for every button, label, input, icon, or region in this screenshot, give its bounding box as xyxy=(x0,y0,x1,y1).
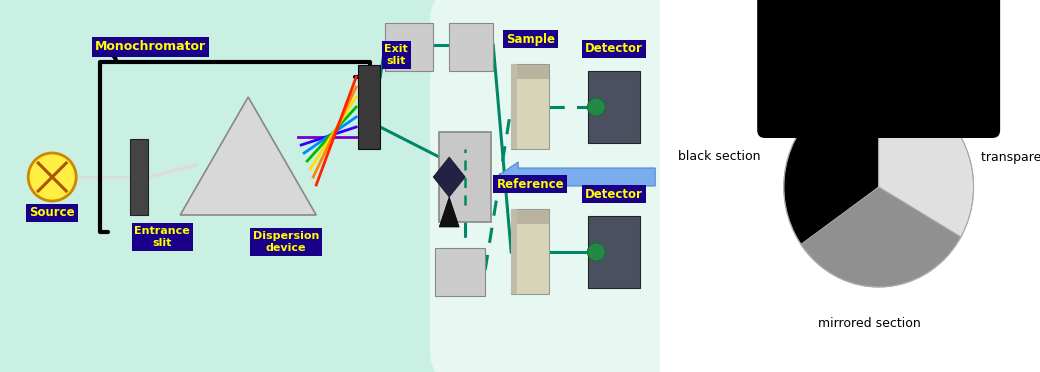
Bar xyxy=(589,71,641,143)
Polygon shape xyxy=(434,157,465,197)
Text: Exit
slit: Exit slit xyxy=(385,44,408,66)
Polygon shape xyxy=(439,197,460,227)
Bar xyxy=(512,64,517,149)
Wedge shape xyxy=(879,87,973,237)
Polygon shape xyxy=(180,97,316,215)
Bar xyxy=(439,132,491,222)
Text: Reference: Reference xyxy=(496,177,564,190)
Bar xyxy=(865,0,892,90)
Polygon shape xyxy=(435,248,486,296)
Wedge shape xyxy=(784,87,879,251)
Circle shape xyxy=(28,153,76,201)
Text: Source: Source xyxy=(29,206,75,219)
Polygon shape xyxy=(449,23,493,71)
Text: Monochromator: Monochromator xyxy=(96,41,206,54)
Bar xyxy=(822,72,936,90)
Text: Detector: Detector xyxy=(586,42,643,55)
Wedge shape xyxy=(801,187,961,287)
Text: Entrance
slit: Entrance slit xyxy=(134,226,190,248)
Circle shape xyxy=(588,98,605,116)
Circle shape xyxy=(588,243,605,261)
Text: transparent section: transparent section xyxy=(981,151,1040,164)
Polygon shape xyxy=(385,23,434,71)
FancyBboxPatch shape xyxy=(757,0,1000,138)
FancyArrow shape xyxy=(496,162,655,192)
Bar xyxy=(512,209,549,294)
Bar xyxy=(512,65,549,79)
Text: mirrored section: mirrored section xyxy=(817,317,920,330)
Text: Dispersion
device: Dispersion device xyxy=(253,231,319,253)
Polygon shape xyxy=(358,65,381,149)
Polygon shape xyxy=(130,139,148,215)
FancyBboxPatch shape xyxy=(431,0,691,372)
Text: black section: black section xyxy=(677,151,760,164)
Bar xyxy=(512,64,549,149)
Text: Detector: Detector xyxy=(586,187,643,201)
Text: Sample: Sample xyxy=(505,32,554,45)
Bar xyxy=(512,210,549,224)
Bar xyxy=(589,216,641,288)
Bar xyxy=(512,209,517,294)
